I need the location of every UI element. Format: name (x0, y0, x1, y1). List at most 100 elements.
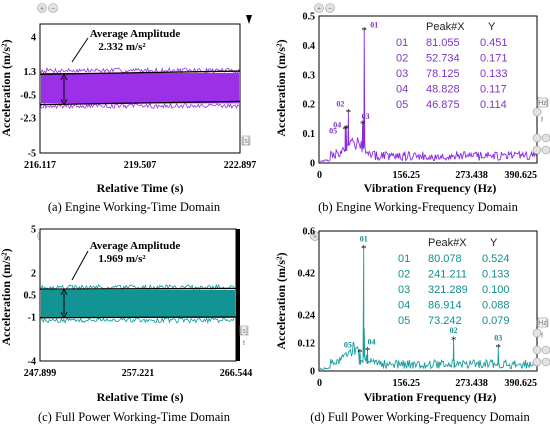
peak-label: 01 (360, 235, 368, 244)
peak-table-x: 80.078 (428, 253, 462, 265)
lower-envelope-line (39, 316, 237, 319)
peak-table-x: 78.125 (426, 68, 460, 80)
side-reset-icon[interactable] (541, 357, 550, 367)
side-controls (532, 328, 550, 367)
x-tick-label: 216.117 (24, 160, 56, 171)
peak-marker: * (361, 243, 367, 255)
peak-label: 04 (368, 337, 376, 346)
peak-table-y: 0.451 (480, 37, 508, 49)
side-zoom-in-icon[interactable] (532, 345, 542, 355)
unit-box[interactable] (537, 97, 548, 108)
peak-marker: * (346, 107, 352, 119)
cursor-bar[interactable] (236, 229, 240, 361)
x-axis-label: Relative Time (s) (97, 181, 184, 195)
peak-table-id: 05 (398, 315, 410, 327)
annotation-label: Average Amplitude (90, 28, 181, 40)
peak-table-y: 0.171 (480, 53, 508, 65)
y-tick-label: -2.3 (20, 114, 36, 125)
peak-table-y: 0.114 (480, 99, 507, 111)
amplitude-arrowhead-bottom (60, 312, 68, 319)
peak-table-x: 321.289 (428, 284, 468, 296)
peak-table-x: 52.734 (426, 53, 460, 65)
zoom-in-icon[interactable] (37, 3, 47, 13)
x-tick-label: 390.625 (505, 170, 538, 181)
side-zoom-in-icon[interactable] (532, 133, 542, 143)
annotation-value: 1.969 m/s² (98, 253, 146, 265)
x-tick-label: 156.25 (392, 378, 420, 389)
x-axis-label: Vibration Frequency (Hz) (364, 181, 497, 195)
peak-label: 02 (336, 100, 344, 109)
unit-box[interactable] (241, 135, 251, 146)
amplitude-band (39, 283, 237, 324)
side-zoom-icon[interactable] (532, 107, 542, 117)
peak-table-y: 0.133 (482, 269, 510, 281)
caption: (c) Full Power Working-Time Domain (38, 410, 231, 424)
y-tick-label: 0.5 (24, 291, 37, 302)
zoom-out-icon[interactable] (48, 3, 58, 13)
y-tick-label: 0.24 (298, 311, 316, 322)
peak-table-header-x: Peak#X (426, 21, 465, 33)
peak-table-x: 48.828 (426, 84, 460, 96)
cursor-marker-icon[interactable] (246, 15, 252, 24)
y-tick-label: 5 (31, 225, 36, 236)
y-tick-label: 0.6 (303, 227, 316, 238)
peak-table-x: 46.875 (426, 99, 460, 111)
x-axis-label: Vibration Frequency (Hz) (364, 390, 497, 404)
annotation-arrow (71, 37, 89, 63)
peak-label: 04 (333, 121, 341, 130)
side-label-unit: [s] (240, 328, 247, 335)
peak-table-id: 03 (398, 284, 410, 296)
zoom-in-icon[interactable] (314, 3, 324, 13)
side-zoom-icon[interactable] (532, 328, 542, 338)
peak-table-y: 0.088 (482, 300, 510, 312)
amplitude-arrowhead-top (60, 288, 68, 295)
y-tick-label: 0 (310, 159, 315, 170)
peak-table-id: 01 (396, 37, 408, 49)
peak-table-id: 01 (398, 253, 410, 265)
y-tick-label: -0.5 (20, 90, 36, 101)
side-reset-icon[interactable] (541, 145, 550, 155)
x-tick-label: 0 (317, 170, 322, 181)
upper-envelope-line (39, 70, 241, 75)
peak-marker: * (365, 345, 371, 357)
lower-envelope-line (39, 100, 241, 106)
peak-label: 03 (494, 334, 502, 343)
spectrum-line (319, 248, 537, 370)
peak-table-y: 0.117 (480, 84, 507, 96)
signal-band (41, 73, 239, 104)
annotation-arrow (71, 250, 89, 281)
peak-table-y: 0.133 (480, 68, 508, 80)
peak-table-x: 86.914 (428, 300, 462, 312)
side-pan-icon[interactable] (532, 357, 542, 367)
side-controls (532, 107, 550, 155)
y-tick-label: 0.1 (303, 129, 316, 140)
x-tick-label: 219.507 (124, 160, 157, 171)
caption: (a) Engine Working-Time Domain (48, 200, 221, 214)
zoom-in-glyph: + (317, 6, 321, 13)
panel-a: + − 4 1.3 -0.5 -2.3 -5 216.117 219.507 222.897… (0, 3, 257, 214)
peak-marker: * (451, 334, 457, 346)
peak-table-y: 0.079 (482, 315, 510, 327)
x-tick-label: 247.899 (24, 368, 57, 379)
y-axis-label: Acceleration (m/s²) (0, 39, 13, 136)
unit-box[interactable] (537, 317, 548, 328)
x-tick-label: 222.897 (224, 160, 257, 171)
plot-area (318, 230, 538, 372)
y-tick-label: 1.3 (24, 67, 37, 78)
x-tick-label: 273.438 (455, 170, 488, 181)
x-tick-label: 0 (317, 378, 322, 389)
side-zoom-out-icon[interactable] (541, 345, 550, 355)
y-tick-label: 0.12 (298, 339, 316, 350)
signal-band (41, 289, 235, 318)
upper-envelope-line (39, 287, 237, 290)
side-label-axis: t (243, 340, 245, 347)
peak-table-id: 02 (396, 53, 408, 65)
y-tick-label: 0 (310, 367, 315, 378)
zoom-out-icon[interactable] (325, 3, 335, 13)
unit-box[interactable] (239, 325, 249, 336)
peak-marker: * (496, 342, 502, 354)
side-zoom-out-icon[interactable] (541, 133, 550, 143)
y-tick-label: 0.42 (298, 269, 316, 280)
side-pan-icon[interactable] (532, 145, 542, 155)
